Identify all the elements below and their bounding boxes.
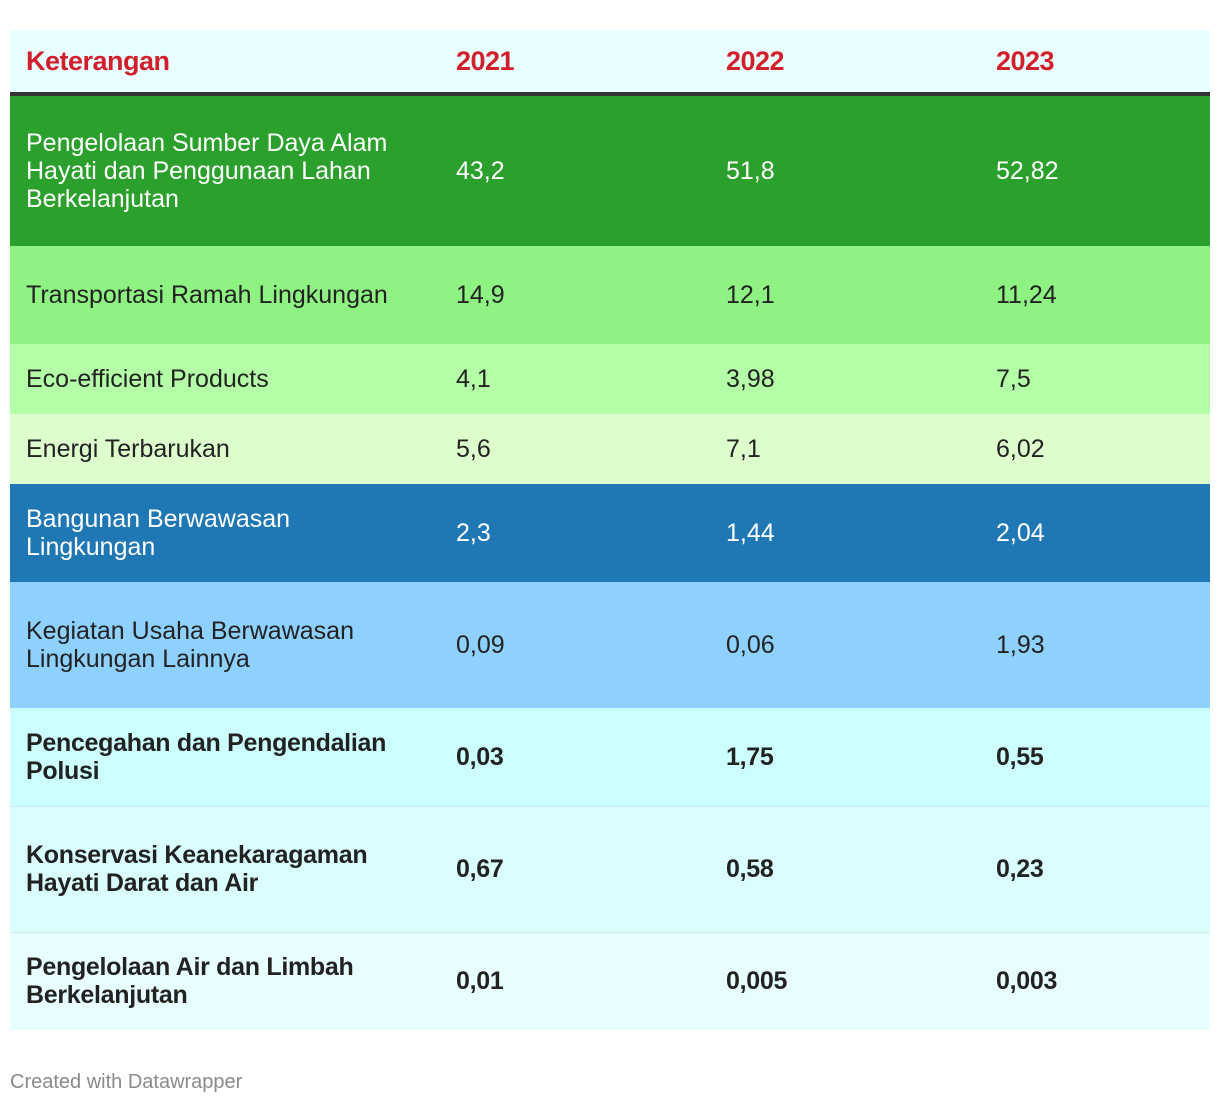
cell-2023: 0,23 bbox=[980, 805, 1210, 932]
cell-2022: 12,1 bbox=[726, 281, 775, 309]
table-row: Pengelolaan Air dan Limbah Berkelanjutan… bbox=[10, 931, 1210, 1030]
table-row: Pengelolaan Sumber Daya Alam Hayati dan … bbox=[10, 94, 1210, 246]
header-2023: 2023 bbox=[980, 30, 1210, 96]
cell-2023: 2,04 bbox=[996, 519, 1045, 547]
header-2021: 2021 bbox=[440, 30, 710, 96]
data-table: Keterangan 2021 2022 2023 Pengelolaan Su… bbox=[10, 30, 1210, 1030]
table-row: Pencegahan dan Pengendalian Polusi 0,03 1,… bbox=[10, 708, 1210, 806]
row-label: Eco-efficient Products bbox=[26, 365, 269, 393]
row-label: Pengelolaan Sumber Daya Alam Hayati dan … bbox=[26, 129, 388, 213]
cell-2021: 0,67 bbox=[440, 805, 710, 932]
cell-2022: 51,8 bbox=[726, 157, 775, 185]
row-label: Konservasi Keanekaragaman Hayati Darat d… bbox=[10, 805, 440, 932]
cell-2022: 1,75 bbox=[726, 742, 774, 771]
cell-2021: 14,9 bbox=[456, 281, 505, 309]
table-header: Keterangan 2021 2022 2023 bbox=[10, 30, 1210, 96]
table-body: Pengelolaan Sumber Daya Alam Hayati dan … bbox=[10, 94, 1210, 1030]
table-row: Kegiatan Usaha Berwawasan Lingkungan Lai… bbox=[10, 582, 1210, 708]
cell-2021: 0,01 bbox=[440, 931, 710, 1030]
cell-2022: 7,1 bbox=[726, 435, 761, 463]
data-table-container: Keterangan 2021 2022 2023 Pengelolaan Su… bbox=[10, 30, 1210, 1030]
cell-2023: 0,003 bbox=[980, 931, 1210, 1030]
cell-2022: 0,06 bbox=[726, 631, 775, 659]
cell-2023: 7,5 bbox=[996, 365, 1031, 393]
cell-2021: 5,6 bbox=[456, 435, 491, 463]
header-2022: 2022 bbox=[710, 30, 980, 96]
cell-2023: 1,93 bbox=[996, 631, 1045, 659]
cell-2021: 43,2 bbox=[456, 157, 505, 185]
table-row: Transportasi Ramah Lingkungan 14,9 12,1 11,… bbox=[10, 246, 1210, 344]
cell-2023: 0,55 bbox=[996, 742, 1044, 771]
row-label: Kegiatan Usaha Berwawasan Lingkungan Lai… bbox=[26, 617, 354, 673]
row-label: Energi Terbarukan bbox=[26, 435, 230, 463]
row-label: Pengelolaan Air dan Limbah Berkelanjutan bbox=[10, 931, 440, 1030]
cell-2022: 0,005 bbox=[710, 931, 980, 1030]
table-row: Konservasi Keanekaragaman Hayati Darat d… bbox=[10, 805, 1210, 932]
cell-2022: 0,58 bbox=[710, 805, 980, 932]
cell-2021: 4,1 bbox=[456, 365, 491, 393]
cell-2023: 11,24 bbox=[996, 281, 1057, 309]
cell-2021: 0,09 bbox=[456, 631, 505, 659]
table-row: Eco-efficient Products 4,1 3,98 7,5 bbox=[10, 344, 1210, 414]
cell-2022: 3,98 bbox=[726, 365, 775, 393]
cell-2021: 0,03 bbox=[456, 742, 504, 771]
header-keterangan: Keterangan bbox=[10, 30, 440, 96]
header-row: Keterangan 2021 2022 2023 bbox=[10, 30, 1210, 96]
table-row: Energi Terbarukan 5,6 7,1 6,02 bbox=[10, 414, 1210, 484]
footer-credit: Created with Datawrapper bbox=[10, 1071, 243, 1093]
row-label: Transportasi Ramah Lingkungan bbox=[26, 281, 388, 309]
row-label: Bangunan Berwawasan Lingkungan bbox=[26, 505, 291, 561]
row-label: Pencegahan dan Pengendalian Polusi bbox=[26, 728, 387, 785]
cell-2021: 2,3 bbox=[456, 519, 491, 547]
table-row: Bangunan Berwawasan Lingkungan 2,3 1,44 2,0… bbox=[10, 484, 1210, 582]
cell-2023: 52,82 bbox=[996, 157, 1059, 185]
cell-2022: 1,44 bbox=[726, 519, 775, 547]
cell-2023: 6,02 bbox=[996, 435, 1045, 463]
